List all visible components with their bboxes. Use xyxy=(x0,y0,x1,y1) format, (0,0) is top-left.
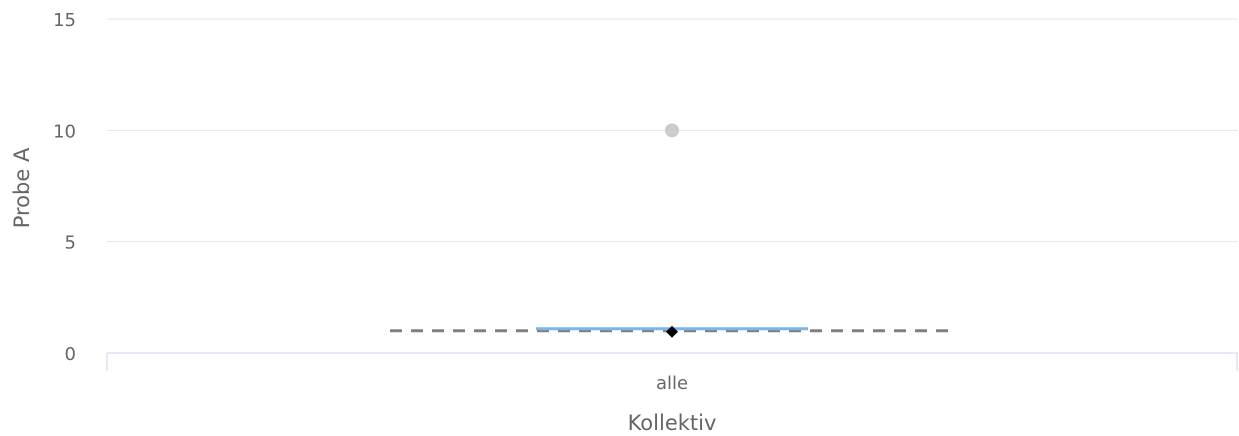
y-tick-label: 0 xyxy=(65,344,76,365)
x-category-label: alle xyxy=(656,373,688,394)
y-tick-label: 10 xyxy=(53,121,76,142)
y-tick-label: 15 xyxy=(53,10,76,31)
y-tick-labels: 0 5 10 15 xyxy=(53,10,76,365)
plot-marks xyxy=(390,123,955,338)
mean-marker xyxy=(666,325,678,338)
y-tick-label: 5 xyxy=(65,233,76,254)
x-axis-title: Kollektiv xyxy=(628,411,717,435)
y-axis-title: Probe A xyxy=(10,147,34,228)
outlier-point xyxy=(665,123,679,138)
